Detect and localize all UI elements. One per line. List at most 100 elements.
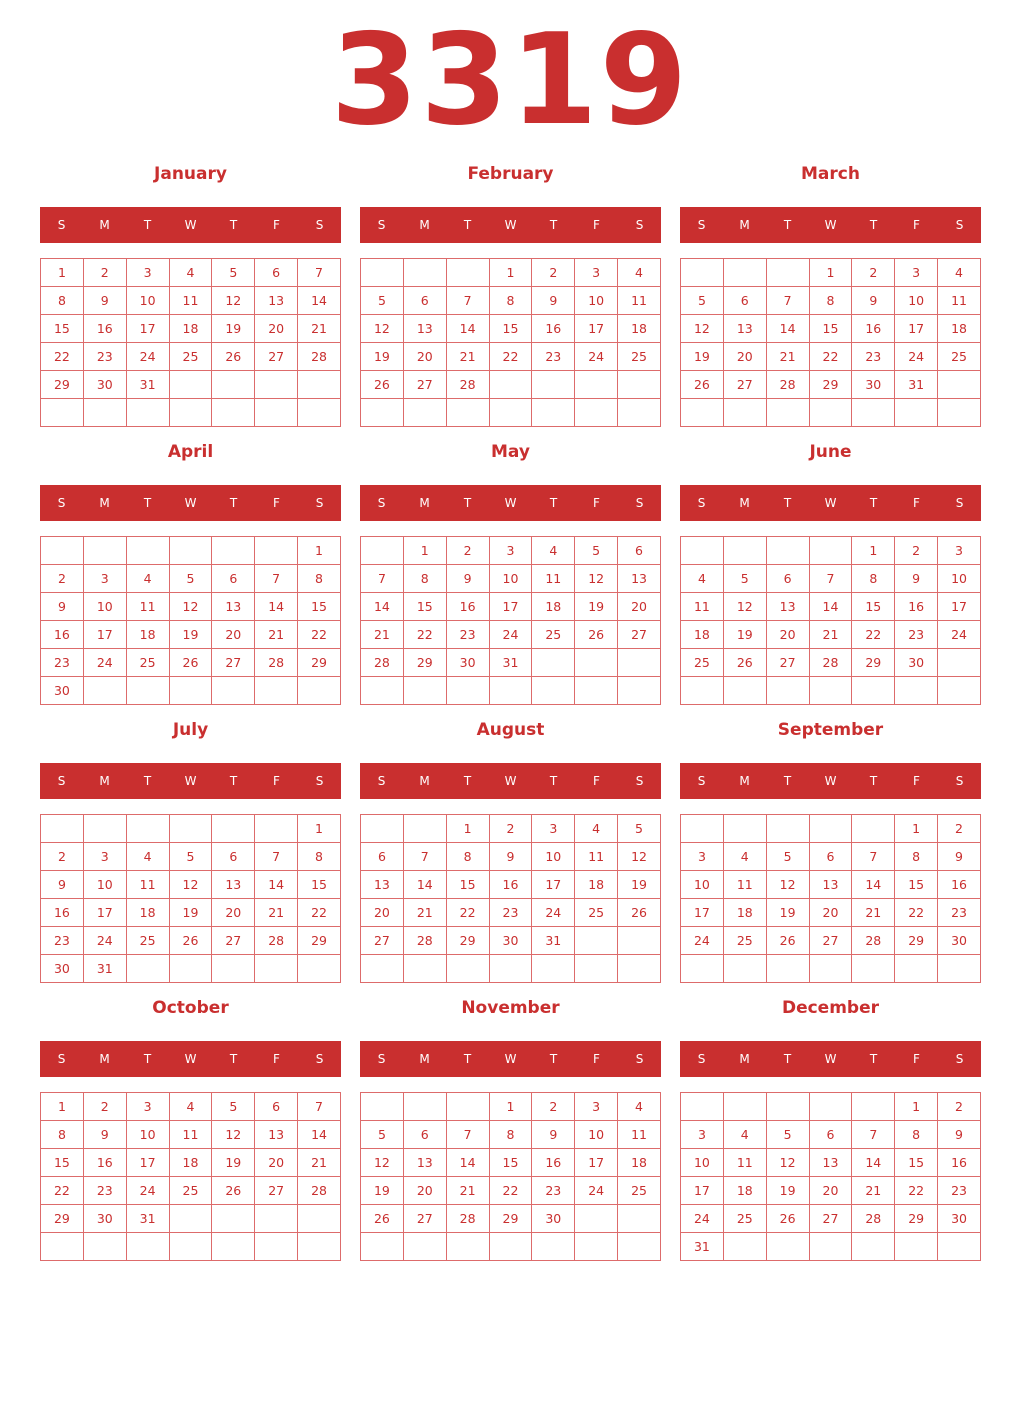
day-cell: 25	[125, 926, 170, 955]
day-cell: 15	[894, 1148, 939, 1177]
week-row: 26 27 28 29 30	[360, 1204, 661, 1233]
day-cell	[574, 1204, 619, 1233]
day-cell: 5	[617, 814, 661, 843]
day-cell: 7	[297, 1092, 341, 1121]
day-cell	[297, 1232, 341, 1261]
day-cell	[360, 814, 404, 843]
day-cell: 23	[445, 620, 490, 649]
day-cell	[851, 814, 896, 843]
day-cell: 15	[488, 1148, 533, 1177]
day-cell: 29	[808, 370, 853, 399]
day-cell	[722, 676, 767, 705]
day-cell	[617, 648, 661, 677]
day-cell: 28	[851, 1204, 896, 1233]
day-cell: 10	[82, 592, 127, 621]
day-cell	[680, 398, 724, 427]
day-cell: 16	[40, 898, 84, 927]
day-cell: 19	[574, 592, 619, 621]
week-row: 4 5 6 7 8 9 10	[680, 564, 981, 593]
day-cell: 22	[297, 620, 341, 649]
weekday-label: M	[739, 774, 750, 788]
weekday-label: S	[57, 774, 66, 788]
day-cell: 13	[254, 286, 299, 315]
week-row: 23 24 25 26 27 28 29	[40, 648, 341, 677]
day-cell	[40, 1232, 84, 1261]
week-row: 19 20 21 22 23 24 25	[680, 342, 981, 371]
week-row	[680, 954, 981, 983]
day-cell	[402, 814, 447, 843]
day-cell	[574, 648, 619, 677]
weekday-label: W	[824, 1052, 837, 1066]
day-cell: 10	[680, 1148, 724, 1177]
week-row: 1	[40, 536, 341, 565]
day-cell: 30	[937, 1204, 981, 1233]
day-cell: 27	[722, 370, 767, 399]
day-cell	[168, 370, 213, 399]
month-january: January S M T W T F S 1 2 3 4 5 6 7 8 9 10 11 12 13 14 15 16 17 1…	[40, 160, 341, 427]
week-row: 22 23 24 25 26 27 28	[40, 342, 341, 371]
day-cell	[851, 676, 896, 705]
weekday-label: F	[593, 496, 600, 510]
day-cell: 10	[488, 564, 533, 593]
day-cell: 27	[402, 370, 447, 399]
day-cell: 13	[360, 870, 404, 899]
week-row: 12 13 14 15 16 17 18	[360, 1148, 661, 1177]
day-cell: 22	[894, 898, 939, 927]
day-cell: 13	[765, 592, 810, 621]
day-cell: 21	[445, 1176, 490, 1205]
weekday-label: F	[273, 774, 280, 788]
day-cell: 13	[617, 564, 661, 593]
day-cell	[40, 536, 84, 565]
day-cell: 10	[574, 286, 619, 315]
day-cell: 19	[680, 342, 724, 371]
weekday-label: T	[869, 774, 878, 788]
day-cell: 16	[40, 620, 84, 649]
month-july: July S M T W T F S 1 2 3 4 5 6 7 8 9 10 11 12 13 14 15 16 17 18 19…	[40, 716, 341, 983]
day-cell: 24	[82, 926, 127, 955]
day-cell: 21	[402, 898, 447, 927]
day-cell: 9	[82, 1120, 127, 1149]
day-cell: 21	[254, 898, 299, 927]
weekday-label: T	[783, 218, 792, 232]
day-cell	[402, 1232, 447, 1261]
day-cell: 13	[211, 870, 256, 899]
day-cell: 26	[765, 926, 810, 955]
day-cell: 7	[445, 286, 490, 315]
day-grid: 1 2 3 4 5 6 7 8 9 10 11 12 13 14 15 16 17 18 19 20 21 22 23 24 2…	[680, 1092, 981, 1261]
day-cell: 2	[531, 1092, 576, 1121]
day-cell: 22	[445, 898, 490, 927]
day-cell: 18	[680, 620, 724, 649]
day-cell: 25	[617, 1176, 661, 1205]
day-cell: 18	[574, 870, 619, 899]
day-cell	[488, 954, 533, 983]
day-cell: 30	[488, 926, 533, 955]
day-cell: 6	[402, 1120, 447, 1149]
day-cell: 18	[531, 592, 576, 621]
day-cell: 14	[402, 870, 447, 899]
day-cell: 7	[402, 842, 447, 871]
weekday-label: F	[593, 218, 600, 232]
day-cell	[211, 536, 256, 565]
weekday-label: T	[783, 1052, 792, 1066]
day-cell: 4	[722, 842, 767, 871]
day-cell: 2	[937, 814, 981, 843]
day-cell	[40, 814, 84, 843]
weekday-label: M	[99, 496, 110, 510]
weekday-label: W	[504, 774, 517, 788]
day-cell: 2	[40, 564, 84, 593]
day-cell: 4	[680, 564, 724, 593]
weekday-label: S	[315, 1052, 324, 1066]
day-cell: 29	[894, 1204, 939, 1233]
weekday-label: T	[869, 218, 878, 232]
day-cell: 18	[168, 314, 213, 343]
day-grid: 1 2 3 4 5 6 7 8 9 10 11 12 13 14 15 16 17 18 19 20 21 22 23 24 2…	[360, 536, 661, 705]
weekday-label: T	[229, 774, 238, 788]
weekday-label: S	[377, 218, 386, 232]
day-cell	[168, 1232, 213, 1261]
day-cell: 2	[531, 258, 576, 287]
weekday-label: W	[824, 218, 837, 232]
day-cell: 26	[574, 620, 619, 649]
day-cell: 20	[254, 1148, 299, 1177]
day-cell: 11	[722, 1148, 767, 1177]
day-cell: 18	[125, 620, 170, 649]
